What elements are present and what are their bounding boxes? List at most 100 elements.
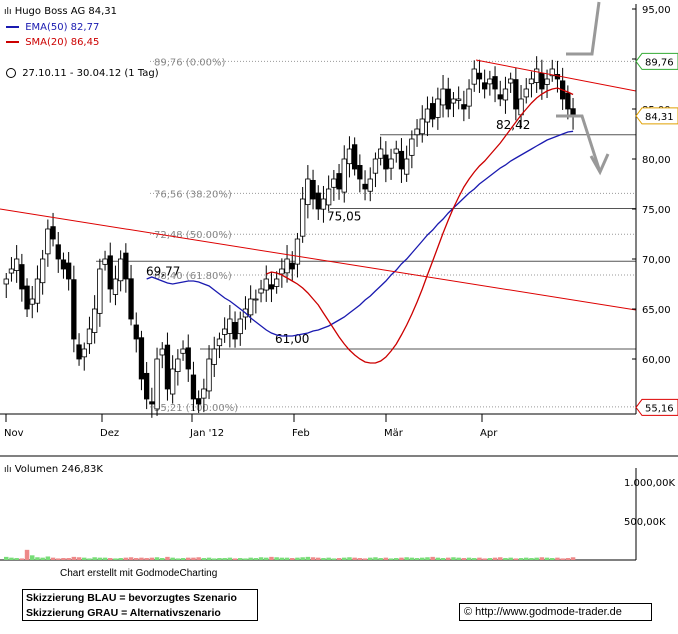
price-label-box: [635, 52, 678, 70]
source-link[interactable]: © http://www.godmode-trader.de: [459, 603, 652, 621]
candle-body: [86, 328, 93, 345]
volume-bar: [420, 557, 425, 560]
volume-bar: [310, 557, 316, 560]
candle-body: [24, 285, 30, 310]
volume-bar: [290, 558, 295, 560]
candle-body: [419, 118, 425, 135]
volume-bar: [550, 558, 555, 560]
volume-bar: [71, 556, 77, 560]
volume-bar: [570, 557, 576, 560]
candle-body: [107, 255, 113, 290]
volume-bar: [487, 558, 493, 560]
volume-bar: [186, 557, 191, 560]
candle-body: [66, 262, 72, 280]
candle-body: [45, 228, 51, 255]
candle-body: [492, 76, 498, 90]
volume-bar: [446, 557, 451, 560]
fibonacci-levels: 89,76 (0.00%) 76,56 (38.20%) 72,48 (50.00%…: [150, 57, 636, 414]
x-tick-label: Feb: [292, 428, 310, 439]
volume-bar: [253, 558, 259, 560]
volume-bar: [378, 558, 383, 560]
sma-label: SMA(20) 86,45: [25, 37, 100, 48]
candle-body: [19, 264, 25, 290]
volume-bar: [61, 558, 66, 560]
volume-bar: [513, 558, 519, 560]
candle-body: [549, 68, 555, 77]
volume-bar: [113, 558, 118, 560]
scenario-blue-text: Skizzierung BLAU = bevorzugtes Szenario: [26, 592, 237, 604]
candle-body: [71, 279, 77, 340]
volume-bar: [342, 557, 347, 560]
volume-bar: [539, 557, 545, 560]
candle-body: [346, 148, 353, 165]
candle-body: [502, 88, 509, 101]
candle-body: [440, 88, 446, 106]
candle-body: [3, 278, 9, 285]
y-tick-label: 80,00: [642, 155, 671, 166]
volume-bar: [206, 557, 212, 560]
moving-averages: [146, 87, 574, 364]
volume-bar: [108, 558, 113, 560]
volume-bar: [217, 558, 222, 560]
candle-body: [450, 98, 457, 104]
candle-body: [336, 173, 342, 190]
candle-body: [133, 324, 139, 340]
candle-body: [159, 348, 165, 356]
volume-bar: [56, 558, 61, 560]
candle-body: [461, 104, 467, 110]
price-label-box: [635, 107, 678, 125]
candle-body: [429, 103, 436, 120]
volume-bar: [201, 558, 207, 560]
volume-bar: [45, 556, 51, 560]
sma-line-icon: [6, 41, 19, 43]
candle-body: [471, 68, 477, 85]
scenario-down-arrow: [556, 114, 602, 173]
volume-bar: [305, 556, 311, 560]
ema-line-icon: [6, 26, 19, 28]
volume-bar: [279, 557, 285, 560]
candle-body: [341, 158, 347, 193]
scenario-grey-text: Skizzierung GRAU = Alternativszenario: [26, 607, 221, 619]
volume-bar: [196, 557, 201, 560]
candle-body: [284, 258, 290, 274]
y-tick-label: 75,00: [642, 205, 671, 216]
candle-body: [497, 94, 503, 100]
candle-body: [435, 98, 441, 118]
scenario-arrows: [556, 1, 610, 176]
volume-bar: [30, 555, 35, 560]
candle-body: [123, 252, 129, 280]
volume-bar: [373, 557, 378, 560]
candle-body: [268, 284, 275, 290]
candle-body: [523, 88, 529, 98]
volume-bar: [258, 557, 264, 560]
volume-bar: [300, 557, 305, 560]
candle-body: [185, 347, 191, 370]
volume-bar: [388, 558, 394, 560]
volume-bar: [232, 558, 238, 560]
candle-body: [528, 78, 535, 85]
downtrend-line: [0, 208, 637, 311]
candle-body: [97, 268, 103, 314]
candle-body: [154, 358, 160, 410]
candle-body: [258, 288, 264, 294]
price-label-text: 55,16: [645, 403, 674, 414]
candle-body: [487, 78, 493, 85]
volume-bar: [414, 558, 420, 560]
volume-bar: [160, 558, 165, 560]
candle-body: [299, 198, 306, 237]
ema-label: EMA(50) 82,77: [25, 22, 100, 33]
y-tick-label: 95,00: [642, 5, 671, 16]
candle-body: [305, 178, 311, 206]
volume-bar: [347, 557, 352, 560]
volume-bar: [435, 557, 441, 560]
volume-bar: [492, 557, 498, 560]
candlesticks: [3, 56, 576, 418]
candle-body: [118, 258, 124, 282]
candle-body: [481, 82, 488, 90]
chart-credit: Chart erstellt mit GodmodeCharting: [60, 568, 218, 579]
candle-body: [331, 178, 337, 188]
candle-body: [513, 79, 519, 110]
period-text: 27.10.11 - 30.04.12 (1 Tag): [22, 68, 159, 79]
candle-body: [424, 108, 431, 123]
candle-body: [393, 148, 399, 154]
